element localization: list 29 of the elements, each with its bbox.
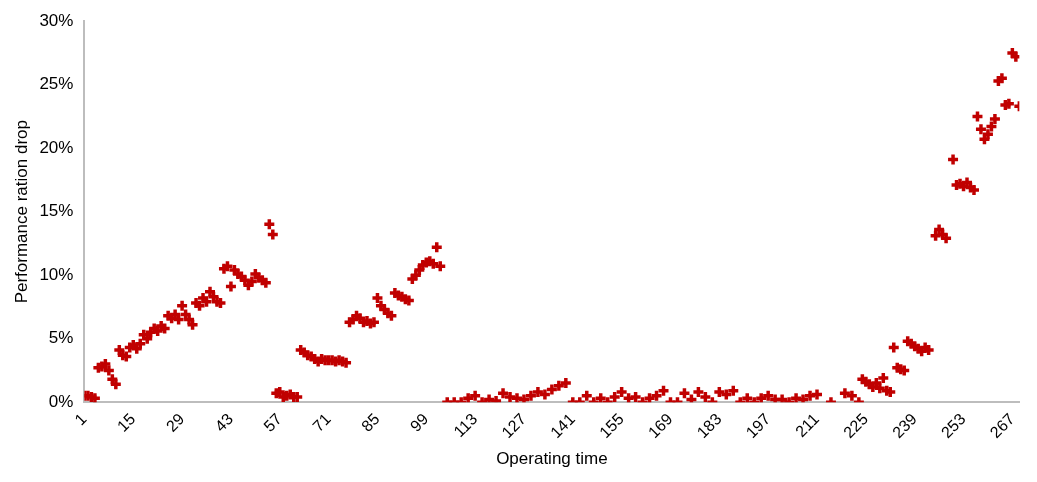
x-tick-label: 29 [162, 410, 188, 435]
x-tick-label: 71 [309, 410, 334, 435]
x-axis-title: Operating time [496, 449, 608, 469]
x-tick-label: 253 [937, 410, 969, 442]
x-tick-label: 169 [644, 410, 676, 442]
x-tick-label: 127 [498, 410, 530, 442]
y-tick-label: 15% [39, 201, 74, 221]
x-tick-label: 239 [889, 410, 920, 442]
x-tick-label: 85 [358, 410, 383, 435]
y-tick-label: 5% [48, 328, 74, 348]
x-tick-label: 155 [595, 410, 627, 442]
y-axis-title: Performance ration drop [11, 120, 31, 304]
y-tick-label: 30% [39, 10, 74, 30]
y-tick-label: 20% [39, 137, 74, 157]
x-tick-label: 211 [792, 410, 823, 441]
x-tick-label: 197 [742, 410, 774, 442]
y-tick-label: 25% [39, 74, 74, 94]
y-tick-label: 10% [39, 264, 74, 284]
y-tick-label: 0% [48, 391, 74, 411]
x-tick-label: 99 [406, 410, 432, 435]
x-tick-label: 15 [113, 410, 139, 435]
x-tick-label: 43 [211, 410, 237, 435]
x-tick-label: 267 [986, 410, 1018, 442]
x-tick-label: 183 [693, 410, 725, 442]
x-tick-label: 141 [547, 410, 579, 442]
x-tick-label: 113 [450, 410, 481, 441]
x-tick-label: 225 [840, 410, 872, 442]
x-tick-label: 1 [71, 410, 90, 429]
x-tick-label: 57 [260, 410, 286, 435]
